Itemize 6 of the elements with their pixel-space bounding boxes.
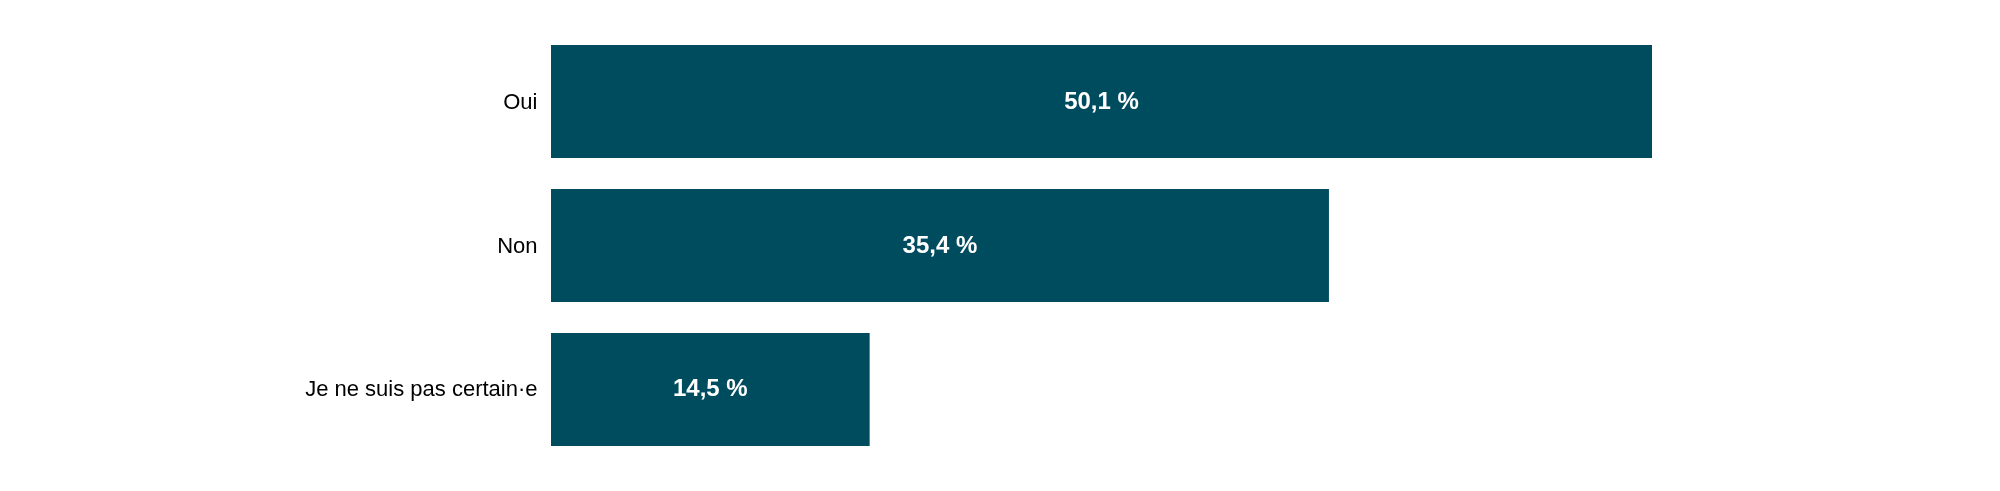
data-label: 50,1 % [1064,86,1139,114]
data-label: 35,4 % [902,230,978,258]
data-label: 14,5 % [672,374,748,402]
y-tick-label: Oui [503,88,538,114]
y-tick-label: Je ne suis pas certain·e [305,376,538,402]
y-tick-label: Non [497,232,538,258]
